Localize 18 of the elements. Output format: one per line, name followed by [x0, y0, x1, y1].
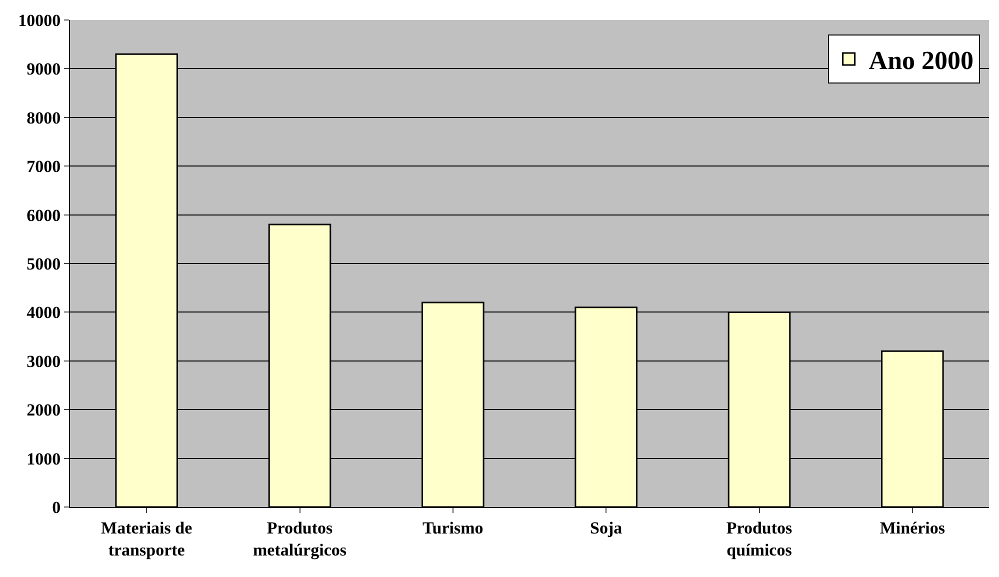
y-tick-label: 6000 [26, 206, 61, 225]
y-tick-label: 4000 [26, 303, 61, 322]
legend-label: Ano 2000 [868, 46, 974, 76]
x-tick-label: Soja [590, 518, 623, 538]
y-tick-label: 3000 [26, 352, 61, 371]
y-tick-label: 1000 [26, 449, 61, 468]
x-tick-label: Produtos químicos [726, 518, 793, 560]
x-tick-label: Turismo [422, 518, 484, 538]
y-tick-label: 0 [52, 498, 61, 517]
y-tick-label: 5000 [26, 254, 61, 274]
y-tick-label: 2000 [26, 400, 61, 420]
x-tick-label: Minérios [880, 518, 946, 538]
x-tick-label: Materiais de transporte [101, 518, 193, 560]
x-tick-label: Produtos metalúrgicos [253, 518, 347, 560]
y-tick-label: 9000 [26, 60, 61, 79]
y-tick-label: 7000 [26, 157, 61, 176]
y-tick-label: 10000 [18, 10, 61, 30]
y-tick-label: 8000 [26, 108, 61, 128]
